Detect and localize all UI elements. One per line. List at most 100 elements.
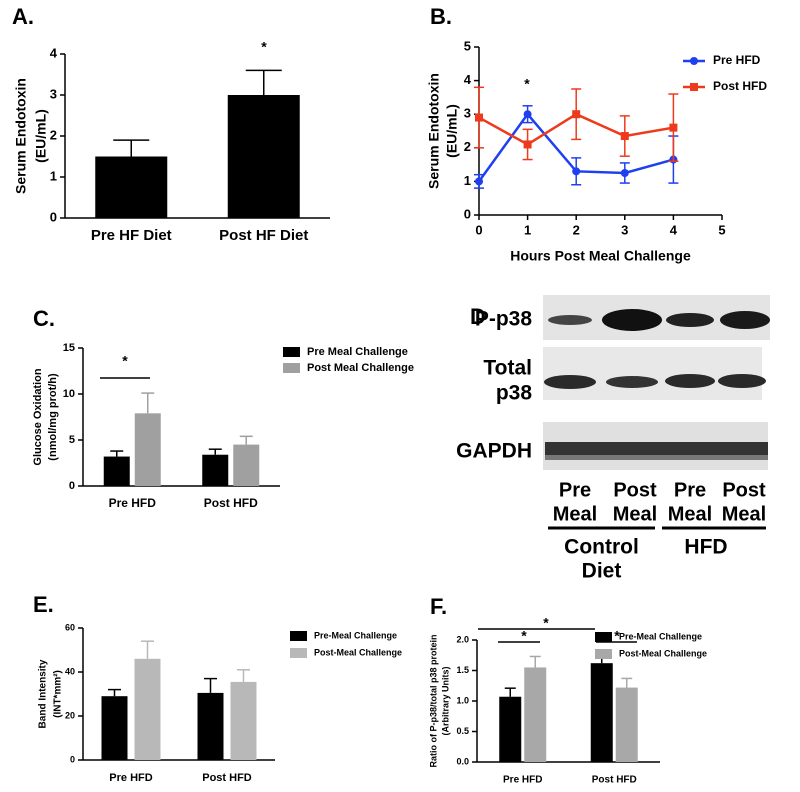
- y-tick-label: 2.0: [456, 634, 469, 644]
- bar: [499, 696, 522, 762]
- significance-mark: *: [524, 76, 530, 92]
- group-label: HFD: [684, 536, 727, 559]
- legend-label: Post Meal Challenge: [307, 362, 414, 374]
- bar: [202, 454, 229, 486]
- y-tick-label: 20: [65, 710, 75, 720]
- y-axis-label: (Arbitrary Units): [440, 666, 450, 735]
- bar: [230, 681, 257, 760]
- chart-panel: E. 0 20 40 60 Band Intensity (INT*mm²) Pre HFD P…: [33, 592, 402, 784]
- y-tick-label: 10: [63, 388, 75, 400]
- lane-label: Meal: [722, 503, 766, 525]
- row-label: Total: [483, 357, 532, 380]
- marker: [475, 177, 483, 186]
- bar: [615, 687, 638, 762]
- y-tick-label: 0.5: [456, 726, 469, 736]
- lane-label: Pre: [559, 479, 591, 501]
- legend-label: Pre HFD: [713, 53, 761, 67]
- blot-panel: DP-p38Totalp38GAPDHPreMealPostMealPreMea…: [456, 304, 766, 583]
- significance-mark: *: [122, 353, 128, 369]
- y-axis-label: Serum Endotoxin: [426, 73, 442, 189]
- x-tick-label: 0: [475, 222, 482, 237]
- y-axis-label: Ratio of P-p38/total p38 protein: [428, 634, 438, 767]
- y-tick-label: 2: [50, 127, 57, 142]
- chart-panel: F. 0.0 0.5 1.0 1.5 2.0 Ratio of P-p38/total p3…: [428, 594, 707, 786]
- y-tick-label: 5: [464, 38, 471, 53]
- x-tick-label: Post HFD: [592, 775, 637, 786]
- y-tick-label: 1.0: [456, 695, 469, 705]
- bar: [134, 413, 161, 486]
- y-tick-label: 0.0: [456, 756, 469, 766]
- row-label: p38: [496, 382, 533, 405]
- marker: [572, 110, 581, 119]
- marker: [669, 123, 678, 132]
- x-axis-label: Hours Post Meal Challenge: [510, 248, 691, 264]
- marker: [572, 167, 581, 176]
- marker: [690, 83, 698, 91]
- bar: [95, 156, 168, 218]
- marker: [690, 57, 698, 65]
- y-tick-label: 0: [50, 209, 57, 224]
- bar: [101, 696, 128, 760]
- lane-label: Post: [613, 479, 657, 501]
- bar: [227, 95, 300, 218]
- legend-swatch: [290, 648, 307, 658]
- significance-mark: *: [543, 615, 549, 631]
- x-tick-label: Pre HFD: [503, 775, 542, 786]
- lane-label: Meal: [668, 503, 712, 525]
- x-tick-label: Post HFD: [204, 496, 258, 510]
- y-tick-label: 3: [464, 106, 471, 121]
- panel-label: E.: [33, 592, 54, 617]
- y-tick-label: 4: [50, 45, 58, 60]
- x-tick-label: Pre HFD: [109, 772, 152, 784]
- row-label: GAPDH: [456, 440, 532, 463]
- group-label: Diet: [582, 560, 622, 583]
- y-tick-label: 60: [65, 622, 75, 632]
- y-tick-label: 2: [464, 139, 471, 154]
- x-tick-label: 3: [621, 222, 628, 237]
- legend-swatch: [283, 347, 300, 357]
- y-tick-label: 40: [65, 666, 75, 676]
- x-tick-label: Post HFD: [202, 772, 252, 784]
- group-label: Control: [564, 536, 639, 559]
- marker: [523, 140, 532, 149]
- bar: [524, 667, 547, 762]
- panel-label: B.: [430, 4, 452, 29]
- x-tick-label: Pre HFD: [109, 496, 157, 510]
- y-axis-label: (INT*mm²): [53, 670, 64, 718]
- x-tick-label: Post HF Diet: [219, 227, 308, 244]
- y-axis-label: Band Intensity: [38, 659, 49, 728]
- chart-panel: A. 0 1 2 3 4 Serum Endotoxin (EU/mL) Pre HF Diet…: [12, 4, 330, 244]
- y-tick-label: 1.5: [456, 665, 469, 675]
- y-tick-label: 0: [70, 754, 75, 764]
- bar: [233, 444, 260, 486]
- significance-mark: *: [261, 39, 267, 55]
- significance-mark: *: [521, 628, 527, 644]
- y-tick-label: 1: [50, 168, 57, 183]
- panel-label: A.: [12, 4, 34, 29]
- y-tick-label: 4: [464, 72, 472, 87]
- y-tick-label: 0: [464, 206, 471, 221]
- y-axis-label: Glucose Oxidation: [32, 368, 44, 465]
- bar: [197, 692, 224, 760]
- legend-swatch: [595, 649, 612, 659]
- legend-swatch: [283, 363, 300, 373]
- marker: [475, 113, 483, 122]
- panel-label: C.: [33, 306, 55, 331]
- y-axis-label: (EU/mL): [33, 109, 49, 163]
- y-tick-label: 3: [50, 86, 57, 101]
- row-label: P-p38: [475, 308, 533, 331]
- y-tick-label: 0: [69, 480, 75, 492]
- significance-mark: *: [614, 628, 620, 644]
- legend-swatch: [290, 631, 307, 641]
- y-tick-label: 1: [464, 173, 471, 188]
- lane-label: Pre: [674, 479, 706, 501]
- lane-label: Meal: [553, 503, 597, 525]
- x-tick-label: 1: [524, 222, 531, 237]
- legend-label: Post-Meal Challenge: [619, 648, 707, 658]
- x-tick-label: Pre HF Diet: [91, 227, 172, 244]
- legend-swatch: [595, 632, 612, 642]
- bar: [134, 658, 161, 760]
- y-tick-label: 5: [69, 434, 75, 446]
- y-axis-label: Serum Endotoxin: [13, 78, 29, 194]
